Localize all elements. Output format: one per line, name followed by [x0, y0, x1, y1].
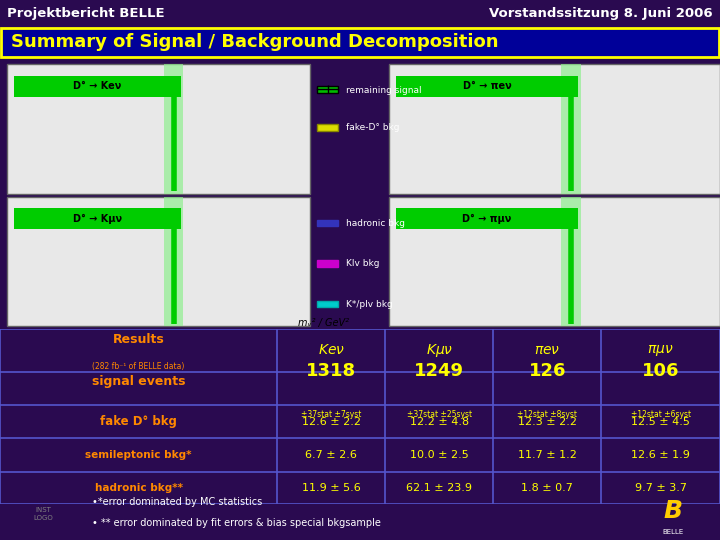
Text: mᵥ² / GeV²: mᵥ² / GeV²: [299, 318, 349, 328]
Bar: [396, 76, 578, 97]
Bar: [396, 208, 578, 229]
Text: fake D° bkg: fake D° bkg: [100, 415, 177, 428]
Text: D° → Keν: D° → Keν: [73, 82, 122, 91]
Text: D° → πeν: D° → πeν: [463, 82, 511, 91]
Text: 12.6 ± 1.9: 12.6 ± 1.9: [631, 450, 690, 460]
Bar: [317, 124, 338, 131]
Text: K*/plv bkg: K*/plv bkg: [346, 300, 392, 309]
Text: semileptonic bkg*: semileptonic bkg*: [86, 450, 192, 460]
Text: 12.6 ± 2.2: 12.6 ± 2.2: [302, 417, 361, 427]
Bar: [14, 76, 181, 97]
Bar: [164, 197, 183, 326]
Text: 126: 126: [528, 362, 566, 380]
Text: $Ke\nu$: $Ke\nu$: [318, 343, 345, 357]
Text: 1318: 1318: [306, 362, 356, 380]
Bar: [561, 64, 581, 194]
Text: $K\mu\nu$: $K\mu\nu$: [426, 342, 453, 359]
Text: 1.8 ± 0.7: 1.8 ± 0.7: [521, 483, 573, 493]
Text: 11.7 ± 1.2: 11.7 ± 1.2: [518, 450, 577, 460]
Text: 12.2 ± 4.8: 12.2 ± 4.8: [410, 417, 469, 427]
Text: 62.1 ± 23.9: 62.1 ± 23.9: [406, 483, 472, 493]
Bar: [389, 64, 720, 194]
Text: hadronic bkg**: hadronic bkg**: [94, 483, 183, 493]
Text: signal events: signal events: [92, 375, 185, 388]
Text: Summary of Signal / Background Decomposition: Summary of Signal / Background Decomposi…: [11, 33, 498, 51]
Text: BELLE: BELLE: [662, 529, 684, 535]
Text: 10.0 ± 2.5: 10.0 ± 2.5: [410, 450, 469, 460]
Text: 12.5 ± 4.5: 12.5 ± 4.5: [631, 417, 690, 427]
Text: $\pi\mu\nu$: $\pi\mu\nu$: [647, 343, 674, 358]
Bar: [14, 208, 181, 229]
Text: ±12stat ±6syst: ±12stat ±6syst: [631, 410, 690, 419]
Text: 6.7 ± 2.6: 6.7 ± 2.6: [305, 450, 357, 460]
Text: fake-D° bkg: fake-D° bkg: [346, 123, 399, 132]
Text: 11.9 ± 5.6: 11.9 ± 5.6: [302, 483, 361, 493]
Text: 9.7 ± 3.7: 9.7 ± 3.7: [634, 483, 687, 493]
Text: D° → Kμν: D° → Kμν: [73, 214, 122, 224]
Text: Klv bkg: Klv bkg: [346, 259, 379, 268]
Text: 106: 106: [642, 362, 680, 380]
Bar: [317, 260, 338, 267]
Text: ±37stat ±25syst: ±37stat ±25syst: [407, 410, 472, 419]
Bar: [317, 86, 338, 93]
Text: $\pi e\nu$: $\pi e\nu$: [534, 343, 560, 357]
Text: 12.3 ± 2.2: 12.3 ± 2.2: [518, 417, 577, 427]
Bar: [7, 64, 310, 194]
Text: 1249: 1249: [414, 362, 464, 380]
Bar: [561, 197, 581, 326]
Text: Vorstandssitzung 8. Juni 2006: Vorstandssitzung 8. Juni 2006: [489, 7, 713, 20]
Bar: [164, 64, 183, 194]
Text: •*error dominated by MC statistics: •*error dominated by MC statistics: [91, 497, 262, 507]
Text: B: B: [664, 500, 683, 523]
Text: ±12stat ±8syst: ±12stat ±8syst: [517, 410, 577, 419]
Text: INST
LOGO: INST LOGO: [33, 508, 53, 521]
Bar: [7, 197, 310, 326]
Text: (282 fb⁻¹ of BELLE data): (282 fb⁻¹ of BELLE data): [92, 362, 185, 370]
Text: Projektbericht BELLE: Projektbericht BELLE: [7, 7, 165, 20]
Text: Results: Results: [113, 333, 164, 347]
Bar: [317, 220, 338, 226]
Text: • ** error dominated by fit errors & bias special bkgsample: • ** error dominated by fit errors & bia…: [91, 518, 381, 529]
Text: ±37stat ±7syst: ±37stat ±7syst: [301, 410, 361, 419]
Bar: [317, 301, 338, 307]
Bar: [389, 197, 720, 326]
Text: hadronic bkg: hadronic bkg: [346, 219, 405, 228]
Text: remaining signal: remaining signal: [346, 85, 421, 94]
Text: D° → πμν: D° → πμν: [462, 214, 512, 224]
